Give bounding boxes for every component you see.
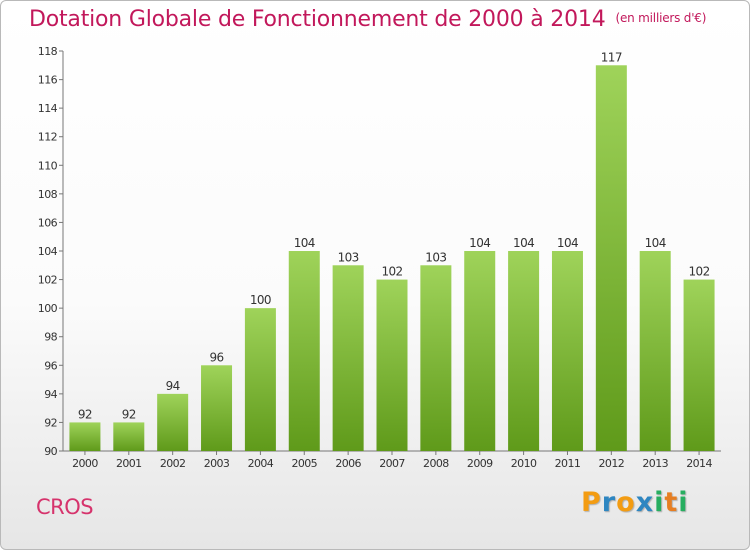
data-label: 104 xyxy=(557,236,578,250)
x-tick-label: 2006 xyxy=(335,457,361,470)
y-tick-label: 92 xyxy=(44,416,57,429)
x-tick-label: 2014 xyxy=(686,457,712,470)
bar xyxy=(376,279,408,451)
logo-letter: P xyxy=(581,487,602,518)
data-label: 104 xyxy=(469,236,490,250)
logo-letter: t xyxy=(664,487,679,518)
data-label: 102 xyxy=(689,265,710,279)
bar xyxy=(288,251,320,451)
y-tick-label: 110 xyxy=(38,159,58,172)
bar xyxy=(464,251,496,451)
axes: 90 92 94 96 98 100 102 104 106 108 110 112 114 116 118 xyxy=(38,45,721,458)
logo-letter: r xyxy=(601,487,617,518)
data-label: 104 xyxy=(645,236,666,250)
x-tick-label: 2003 xyxy=(204,457,230,470)
bar xyxy=(639,251,671,451)
bar xyxy=(420,265,452,451)
data-label: 96 xyxy=(209,350,223,364)
chart-subtitle: (en milliers d'€) xyxy=(615,11,707,25)
x-tick-label: 2001 xyxy=(116,457,142,470)
y-tick-label: 96 xyxy=(44,359,57,372)
y-tick-label: 116 xyxy=(38,74,58,87)
data-label: 92 xyxy=(122,407,136,421)
y-tick-label: 90 xyxy=(44,445,57,458)
bar xyxy=(683,279,715,451)
x-tick-label: 2000 xyxy=(72,457,98,470)
x-tick-label: 2005 xyxy=(291,457,317,470)
x-tick-label: 2004 xyxy=(248,457,274,470)
x-tick-label: 2002 xyxy=(160,457,186,470)
bar xyxy=(595,65,627,452)
y-tick-label: 100 xyxy=(38,302,58,315)
data-label: 104 xyxy=(513,236,534,250)
bar xyxy=(551,251,583,451)
labels-group: 92 2000 92 2001 94 2002 96 2003 100 2004 104 2005 10… xyxy=(72,50,713,470)
proxiti-logo: Proxiti xyxy=(581,487,689,518)
data-label: 103 xyxy=(425,250,446,264)
y-tick-label: 118 xyxy=(38,45,58,58)
x-tick-label: 2009 xyxy=(467,457,493,470)
bar xyxy=(244,308,276,451)
logo-letter: x xyxy=(635,487,655,518)
y-tick-label: 114 xyxy=(38,102,58,115)
chart-title: Dotation Globale de Fonctionnement de 20… xyxy=(29,7,706,32)
y-tick-label: 108 xyxy=(38,188,58,201)
commune-name: CROS xyxy=(36,495,94,519)
bar xyxy=(201,365,233,451)
data-label: 92 xyxy=(78,407,92,421)
x-tick-label: 2012 xyxy=(599,457,625,470)
data-label: 104 xyxy=(294,236,315,250)
x-tick-label: 2008 xyxy=(423,457,449,470)
x-tick-label: 2007 xyxy=(379,457,405,470)
bar xyxy=(332,265,364,451)
bars-group xyxy=(69,65,715,452)
bar xyxy=(69,422,101,451)
y-tick-label: 112 xyxy=(38,131,57,144)
data-label: 94 xyxy=(166,379,180,393)
logo-letter: i xyxy=(678,487,689,518)
y-tick-label: 94 xyxy=(44,388,57,401)
bar xyxy=(508,251,540,451)
x-tick-label: 2010 xyxy=(511,457,537,470)
data-label: 102 xyxy=(381,265,402,279)
logo-letter: o xyxy=(616,487,636,518)
data-label: 100 xyxy=(250,293,271,307)
data-label: 103 xyxy=(338,250,359,264)
x-tick-label: 2011 xyxy=(555,457,581,470)
y-tick-label: 106 xyxy=(38,216,58,229)
y-tick-label: 102 xyxy=(38,274,57,287)
logo-letter: i xyxy=(654,487,665,518)
bar xyxy=(157,393,189,451)
bar xyxy=(113,422,145,451)
title-text: Dotation Globale de Fonctionnement de 20… xyxy=(29,7,606,32)
y-tick-label: 104 xyxy=(38,245,58,258)
y-tick-label: 98 xyxy=(44,331,57,344)
data-label: 117 xyxy=(601,50,622,64)
x-tick-label: 2013 xyxy=(642,457,668,470)
